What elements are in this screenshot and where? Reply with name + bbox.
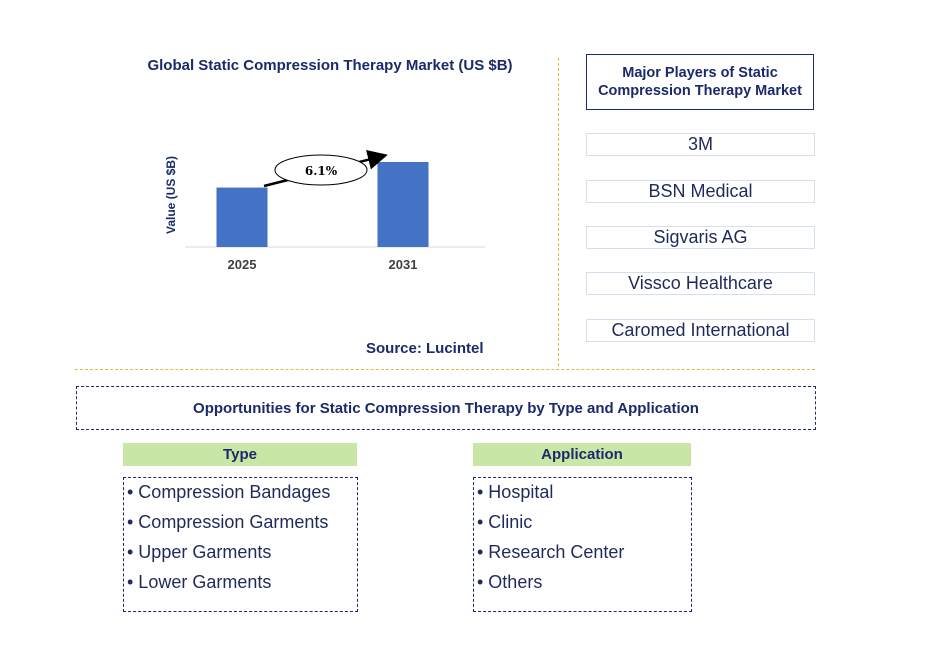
- x-tick-label: 2031: [389, 257, 418, 272]
- application-list: • Hospital • Clinic • Research Center • …: [473, 477, 692, 612]
- vertical-divider: [558, 58, 559, 366]
- type-header: Type: [123, 443, 357, 466]
- application-header: Application: [473, 443, 691, 466]
- list-item: • Hospital: [477, 482, 554, 502]
- list-item: • Compression Bandages: [127, 482, 331, 502]
- list-item: • Compression Garments: [127, 512, 329, 532]
- x-tick-label: 2025: [228, 257, 257, 272]
- bar-2031: [377, 162, 429, 247]
- list-item: • Others: [477, 572, 543, 592]
- players-title: Major Players of Static Compression Ther…: [586, 54, 814, 110]
- growth-rate-label: 6.1%: [305, 164, 338, 178]
- player-item: Sigvaris AG: [586, 226, 815, 249]
- list-item: • Research Center: [477, 542, 625, 562]
- list-item: • Lower Garments: [127, 572, 272, 592]
- list-item: • Clinic: [477, 512, 533, 532]
- player-item: BSN Medical: [586, 180, 815, 203]
- chart-title: Global Static Compression Therapy Market…: [147, 57, 513, 74]
- bar-chart: 2025 2031 6.1%: [185, 149, 485, 272]
- player-item: Caromed International: [586, 319, 815, 342]
- source-label: Source: Lucintel: [366, 340, 484, 357]
- player-item: 3M: [586, 133, 815, 156]
- type-list: • Compression Bandages • Compression Gar…: [123, 477, 358, 612]
- bar-2025: [216, 187, 268, 247]
- list-item: • Upper Garments: [127, 542, 272, 562]
- horizontal-divider: [75, 369, 815, 370]
- opportunities-title: Opportunities for Static Compression The…: [76, 386, 816, 430]
- player-item: Vissco Healthcare: [586, 272, 815, 295]
- growth-ellipse: [274, 154, 368, 186]
